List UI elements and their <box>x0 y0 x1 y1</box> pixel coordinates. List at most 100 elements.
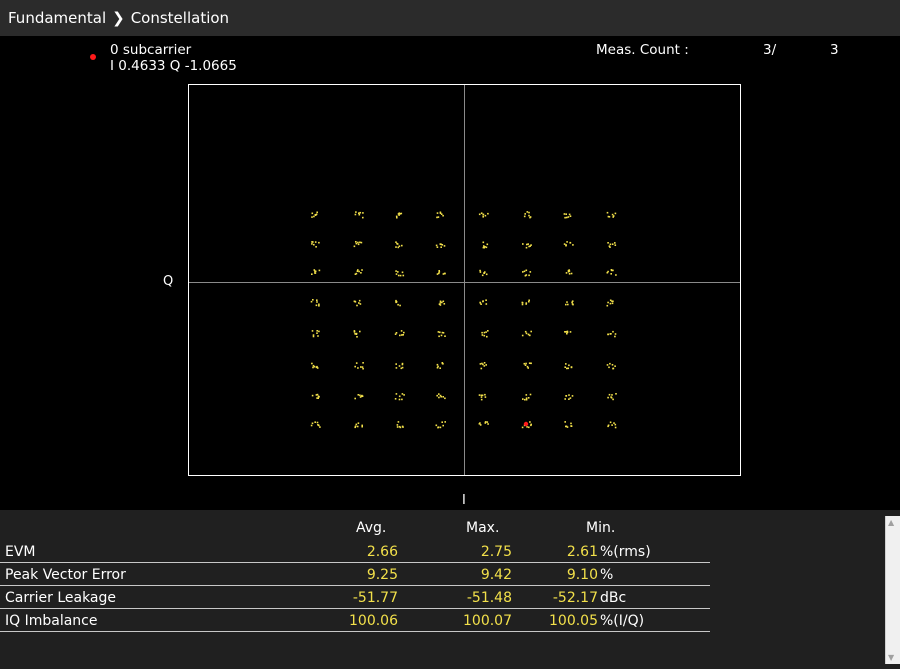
constellation-symbol <box>444 272 446 275</box>
results-scrollbar[interactable]: ▲ ▼ <box>885 516 900 664</box>
constellation-symbol <box>395 273 398 275</box>
constellation-plot[interactable] <box>188 84 741 476</box>
constellation-symbol <box>479 301 481 304</box>
constellation-symbol <box>315 246 317 248</box>
constellation-symbol <box>486 421 489 423</box>
constellation-symbol <box>397 246 400 249</box>
constellation-symbol <box>614 333 617 335</box>
constellation-symbol <box>564 398 566 400</box>
constellation-symbol <box>314 270 316 272</box>
constellation-symbol <box>312 334 315 336</box>
scroll-down-icon[interactable]: ▼ <box>888 653 895 662</box>
constellation-symbol <box>442 396 444 398</box>
constellation-symbol <box>442 363 444 365</box>
constellation-symbol <box>311 394 314 397</box>
constellation-symbol <box>314 241 317 243</box>
constellation-symbol <box>566 426 569 428</box>
constellation-symbol <box>400 212 403 215</box>
row-divider <box>0 631 710 632</box>
constellation-symbol <box>479 271 482 273</box>
constellation-symbol <box>398 398 401 401</box>
constellation-symbol <box>443 303 446 305</box>
constellation-symbol <box>481 394 484 397</box>
constellation-symbol <box>529 334 531 337</box>
scroll-up-icon[interactable]: ▲ <box>888 518 895 527</box>
constellation-symbol <box>316 330 318 332</box>
constellation-symbol <box>441 421 443 423</box>
constellation-symbol <box>395 241 397 243</box>
constellation-symbol <box>615 393 617 395</box>
constellation-symbol <box>355 241 357 243</box>
constellation-symbol <box>311 362 313 365</box>
constellation-symbol <box>565 272 568 274</box>
row-divider <box>0 562 710 563</box>
constellation-symbol <box>436 273 439 275</box>
constellation-symbol <box>312 241 314 243</box>
result-name: Peak Vector Error <box>5 567 126 583</box>
constellation-symbol <box>356 304 358 307</box>
constellation-symbol <box>436 363 439 366</box>
constellation-symbol <box>485 303 488 305</box>
constellation-symbol <box>565 363 567 365</box>
constellation-symbol <box>444 335 446 337</box>
constellation-symbol <box>526 365 529 368</box>
constellation-symbol <box>526 243 528 246</box>
constellation-symbol <box>401 393 404 395</box>
constellation-symbol <box>568 213 571 216</box>
constellation-symbol <box>487 330 489 332</box>
constellation-symbol <box>485 331 487 333</box>
constellation-symbol <box>362 362 364 364</box>
constellation-symbol <box>607 242 609 244</box>
constellation-symbol <box>310 300 313 303</box>
row-divider <box>0 608 710 609</box>
constellation-symbol <box>529 216 532 218</box>
constellation-symbol <box>529 271 532 273</box>
constellation-symbol <box>612 367 615 370</box>
constellation-symbol <box>611 213 614 216</box>
constellation-symbol <box>314 214 317 216</box>
constellation-symbol <box>357 243 360 246</box>
constellation-symbol <box>317 395 320 398</box>
constellation-symbol <box>487 423 489 425</box>
constellation-symbol <box>568 364 570 367</box>
constellation-symbol <box>360 366 362 368</box>
constellation-symbol <box>612 269 614 272</box>
constellation-symbol <box>439 302 442 304</box>
meas-count-label: Meas. Count : <box>596 42 689 58</box>
constellation-symbol <box>614 426 617 429</box>
constellation-symbol <box>479 269 481 272</box>
constellation-symbol <box>478 213 481 216</box>
constellation-symbol <box>609 362 611 365</box>
constellation-symbol <box>478 394 481 396</box>
constellation-symbol <box>397 213 400 215</box>
constellation-symbol <box>354 273 357 275</box>
constellation-symbol <box>442 214 444 217</box>
constellation-symbol <box>569 331 572 333</box>
constellation-symbol <box>318 305 320 307</box>
constellation-symbol <box>567 269 570 272</box>
constellation-symbol <box>614 365 616 367</box>
constellation-symbol <box>565 213 567 215</box>
constellation-symbol <box>362 216 364 219</box>
constellation-symbol <box>568 273 571 275</box>
constellation-symbol <box>609 246 611 248</box>
constellation-symbol <box>361 269 363 271</box>
constellation-symbol <box>608 216 611 218</box>
constellation-symbol <box>524 330 527 333</box>
meas-count-total: 3 <box>830 42 839 58</box>
breadcrumb-root[interactable]: Fundamental <box>8 9 107 27</box>
constellation-symbol <box>311 330 314 332</box>
constellation-symbol <box>523 270 526 273</box>
constellation-symbol <box>316 299 318 301</box>
constellation-symbol <box>570 366 573 368</box>
constellation-symbol <box>609 302 612 305</box>
constellation-points <box>310 211 617 429</box>
constellation-symbol <box>315 366 318 369</box>
constellation-symbol <box>357 241 359 244</box>
marker-iq-value: I 0.4633 Q -1.0665 <box>110 58 237 74</box>
constellation-symbol <box>566 367 568 370</box>
constellation-symbol <box>401 271 404 274</box>
constellation-symbol <box>401 362 404 365</box>
result-avg: 100.06 <box>349 613 398 629</box>
constellation-symbol <box>353 330 356 332</box>
